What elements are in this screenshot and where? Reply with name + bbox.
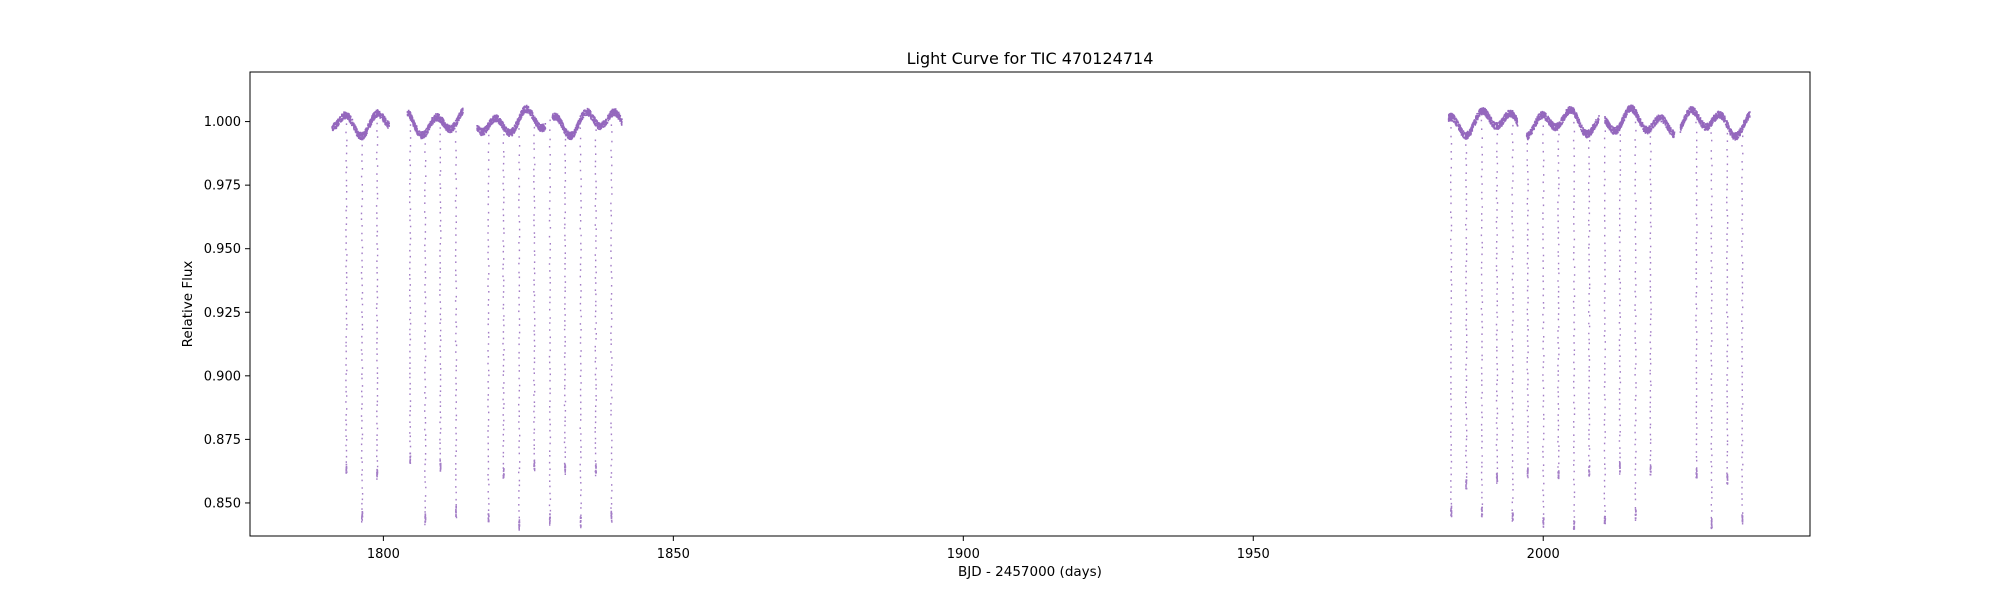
- dip-points: [424, 133, 427, 526]
- dip-points: [1726, 123, 1729, 485]
- dip-points: [1526, 135, 1529, 479]
- eclipse-dip: [345, 115, 348, 474]
- eclipse-dip: [548, 119, 552, 526]
- eclipse-dip: [1480, 111, 1484, 518]
- eclipse-dip: [424, 133, 427, 526]
- dip-points: [439, 117, 442, 472]
- baseline-flux-points: [476, 104, 547, 137]
- dip-points: [548, 119, 552, 526]
- dip-points: [610, 111, 613, 523]
- eclipse-dip: [563, 128, 567, 476]
- dip-points: [1480, 111, 1484, 518]
- dip-points: [360, 134, 364, 523]
- dip-points: [1465, 134, 1468, 490]
- eclipse-dip: [1526, 135, 1529, 479]
- eclipse-dip: [1603, 120, 1607, 525]
- eclipse-dip: [1557, 125, 1560, 480]
- eclipse-dip: [1588, 133, 1591, 477]
- y-tick-label: 1.000: [204, 115, 241, 130]
- dip-points: [1618, 124, 1622, 475]
- eclipse-dip: [1618, 124, 1622, 475]
- eclipse-dip: [1542, 114, 1545, 528]
- x-axis-label: BJD - 2457000 (days): [958, 564, 1102, 580]
- dip-points: [454, 122, 458, 519]
- eclipse-dip: [502, 125, 505, 479]
- eclipse-dip: [487, 124, 490, 523]
- x-tick-label: 1900: [947, 547, 980, 562]
- y-tick-label: 0.850: [204, 496, 241, 511]
- y-tick-label: 0.900: [204, 369, 241, 384]
- baseline-flux-points: [406, 107, 464, 140]
- eclipse-dip: [1695, 115, 1698, 479]
- dip-points: [1557, 125, 1560, 480]
- dip-points: [409, 115, 412, 465]
- y-axis-label: Relative Flux: [180, 261, 196, 348]
- dip-points: [1695, 115, 1698, 479]
- dip-points: [487, 124, 490, 523]
- eclipse-dip: [454, 122, 458, 519]
- dip-points: [1588, 133, 1591, 477]
- eclipse-dip: [1495, 126, 1499, 484]
- eclipse-dip: [1726, 123, 1729, 485]
- dip-points: [1634, 112, 1637, 521]
- dip-points: [579, 119, 582, 529]
- axes-frame: [249, 71, 1811, 537]
- dip-points: [1450, 115, 1453, 518]
- dip-points: [345, 115, 348, 474]
- eclipse-dip: [1634, 112, 1637, 521]
- eclipse-dip: [409, 115, 412, 465]
- eclipse-dip: [1649, 127, 1652, 476]
- eclipse-dip: [1450, 115, 1453, 518]
- eclipse-dip: [439, 117, 442, 472]
- x-tick-label: 1800: [367, 547, 400, 562]
- x-tick-label: 1950: [1237, 547, 1270, 562]
- x-tick-label: 1850: [657, 547, 690, 562]
- dip-points: [563, 128, 567, 476]
- eclipse-dip: [1511, 112, 1514, 522]
- data-points: [331, 104, 1751, 531]
- y-tick-label: 0.875: [204, 433, 241, 448]
- dip-points: [1495, 126, 1499, 484]
- dip-points: [502, 125, 505, 479]
- x-tick-label: 2000: [1527, 547, 1560, 562]
- axis-ticks: 1800 1850 1900 1950 2000 0.850 0.875 0.900 0.925…: [204, 115, 1560, 562]
- dip-points: [1603, 120, 1607, 525]
- baseline-flux-points: [1679, 106, 1751, 141]
- baseline-flux-points: [1604, 104, 1676, 139]
- dip-points: [1511, 112, 1514, 522]
- dip-points: [1649, 127, 1652, 476]
- eclipse-dip: [360, 134, 364, 523]
- eclipse-dip: [1710, 122, 1713, 530]
- y-tick-label: 0.925: [204, 306, 241, 321]
- baseline-flux-points: [551, 107, 623, 141]
- eclipse-dip: [1465, 134, 1468, 490]
- baseline-flux-points: [1447, 107, 1519, 140]
- dip-points: [1710, 122, 1713, 530]
- baseline-flux-points: [331, 109, 390, 141]
- y-tick-label: 0.950: [204, 242, 241, 257]
- eclipse-dip: [518, 119, 521, 531]
- eclipse-dip: [533, 119, 536, 472]
- dip-points: [533, 119, 536, 472]
- chart-title: Light Curve for TIC 470124714: [907, 49, 1154, 68]
- y-tick-label: 0.975: [204, 179, 241, 194]
- baseline-flux-points: [1525, 106, 1600, 141]
- dip-points: [1542, 114, 1545, 528]
- dip-points: [518, 119, 521, 531]
- eclipse-dip: [1741, 127, 1744, 525]
- eclipse-dip: [579, 119, 582, 529]
- dip-points: [1741, 127, 1744, 525]
- eclipse-dip: [610, 111, 613, 523]
